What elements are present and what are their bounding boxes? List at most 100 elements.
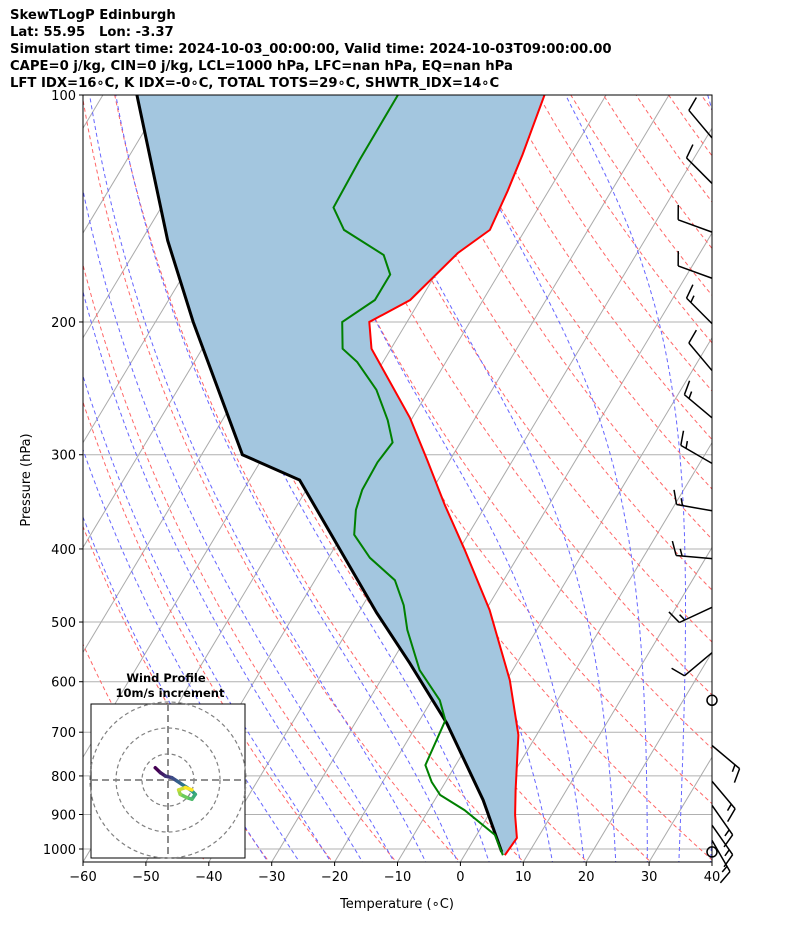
isotherm	[83, 95, 167, 234]
x-tick-label: −30	[258, 870, 285, 885]
wind-barb-staff	[686, 297, 713, 325]
hodograph-content	[89, 701, 247, 859]
dry-adiabat	[734, 95, 794, 865]
dry-adiabat	[309, 95, 712, 696]
x-tick-label: −10	[384, 870, 411, 885]
calm-wind-circle	[706, 694, 718, 707]
moist-adiabat	[83, 290, 364, 862]
moist-adiabat	[742, 78, 794, 865]
dry-adiabat	[537, 95, 712, 344]
chart-title-block: SkewTLogP Edinburgh Lat: 55.95 Lon: -3.37…	[10, 7, 612, 92]
dry-adiabat	[505, 95, 712, 392]
hodograph-inset	[89, 701, 247, 859]
x-tick-label: 40	[704, 870, 721, 885]
wind-barb-half	[679, 614, 686, 621]
wind-barb-staff	[711, 744, 741, 770]
x-tick-label: −50	[132, 870, 159, 885]
wind-barb-full	[685, 284, 694, 299]
y-axis-label: Pressure (hPa)	[19, 433, 34, 526]
wind-barb-half	[685, 440, 689, 449]
parcel-profile-line	[135, 95, 504, 853]
dry-adiabat	[83, 97, 461, 862]
y-tick-label: 200	[51, 316, 76, 331]
isotherm	[522, 546, 712, 862]
chart-title: SkewTLogP Edinburgh	[10, 8, 176, 23]
x-tick-label: 30	[641, 870, 658, 885]
y-tick-label: 100	[51, 89, 76, 104]
dewpoint-line	[332, 95, 504, 856]
isotherm	[334, 232, 712, 862]
wind-barbs	[668, 97, 741, 884]
hodograph-ring	[89, 701, 247, 859]
wind-barb-full	[685, 144, 694, 159]
indices-line-1: CAPE=0 j/kg, CIN=0 j/kg, LCL=1000 hPa, L…	[10, 59, 513, 74]
cape-cin-shading	[136, 95, 545, 856]
hodograph-title: Wind Profile	[126, 671, 206, 685]
axes: −60 −50 −40 −30 −20 −10 0 10 20 30 40 100 200 300 400 5…	[43, 89, 720, 885]
dry-adiabat	[277, 95, 712, 750]
dry-adiabat	[700, 95, 712, 111]
dry-adiabat	[342, 95, 712, 643]
isotherm	[459, 441, 712, 862]
moist-adiabat	[115, 95, 458, 862]
wind-barb-full	[733, 768, 741, 783]
x-tick-label: −60	[69, 870, 96, 885]
dry-adiabat	[635, 95, 712, 203]
wind-barb-staff	[683, 652, 713, 677]
hodograph-segment	[183, 785, 194, 792]
moist-adiabat	[279, 95, 585, 862]
wind-barb-staff	[677, 265, 713, 279]
y-tick-label: 600	[51, 676, 76, 691]
dry-adiabat	[472, 95, 712, 441]
dry-adiabat	[668, 95, 712, 157]
calm-wind-circle	[706, 846, 718, 858]
wind-barb-full	[671, 540, 677, 556]
wind-barb-full	[671, 667, 685, 677]
hodograph-subtitle: 10m/s increment	[116, 686, 225, 700]
y-tick-label: 1000	[43, 843, 76, 858]
wind-barb-half	[679, 548, 683, 557]
wind-barb-full	[668, 611, 680, 624]
wind-barb-full	[723, 854, 734, 868]
wind-barb-staff	[688, 342, 713, 372]
x-tick-label: 10	[515, 870, 532, 885]
y-tick-label: 400	[51, 543, 76, 558]
y-tick-label: 700	[51, 726, 76, 741]
wind-barb-staff	[677, 219, 713, 233]
location-label: Lat: 55.95 Lon: -3.37	[10, 25, 174, 40]
isotherm	[648, 756, 712, 862]
moist-adiabat	[349, 95, 617, 862]
dry-adiabat	[374, 95, 712, 591]
isotherm	[208, 95, 670, 862]
wind-barb-half	[726, 803, 732, 811]
x-tick-label: −20	[321, 870, 348, 885]
indices-line-2: LFT IDX=16∘C, K IDX=-0∘C, TOTAL TOTS=29∘…	[10, 76, 500, 91]
isotherm	[711, 861, 712, 862]
x-tick-label: 0	[456, 870, 464, 885]
x-tick-label: −40	[195, 870, 222, 885]
wind-barb-half	[721, 865, 728, 873]
wind-barb-half	[724, 849, 730, 857]
temperature-line	[368, 95, 546, 856]
isotherm	[271, 127, 712, 862]
dry-adiabat	[114, 95, 525, 862]
wind-barb-half	[724, 829, 730, 837]
moist-adiabat	[565, 95, 686, 862]
moist-adiabat	[83, 448, 301, 862]
wind-barb-full	[726, 808, 736, 822]
wind-barb-half	[690, 295, 695, 303]
y-tick-label: 500	[51, 616, 76, 631]
dry-adiabat	[83, 400, 334, 862]
moist-adiabat	[83, 187, 395, 862]
x-tick-label: 20	[578, 870, 595, 885]
isotherm	[585, 651, 712, 862]
wind-barb-full	[688, 329, 698, 344]
wind-barb-full	[680, 430, 685, 446]
wind-barb-half	[688, 391, 693, 399]
wind-barb-full	[673, 489, 678, 505]
wind-barb-full	[683, 380, 691, 395]
dry-adiabat	[570, 95, 712, 297]
dry-adiabat	[602, 95, 712, 250]
wind-barb-staff	[676, 503, 713, 512]
